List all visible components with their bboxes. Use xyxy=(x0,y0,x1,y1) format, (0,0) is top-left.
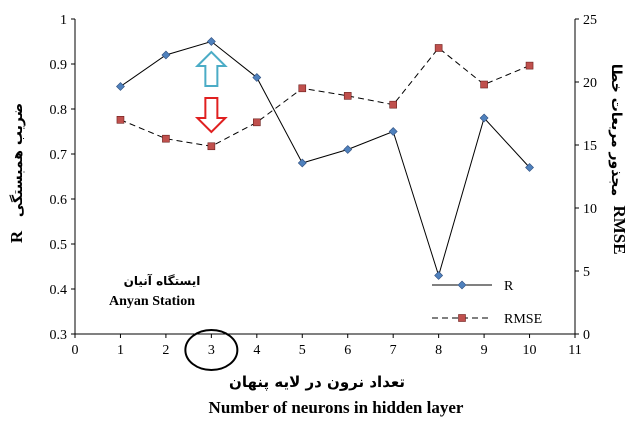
point-rmse xyxy=(434,44,443,52)
point-r xyxy=(388,127,398,136)
x-tick-label: 6 xyxy=(344,343,351,358)
y-right-tick-label: 25 xyxy=(583,13,597,28)
point-r xyxy=(525,163,534,172)
series-line-rmse xyxy=(120,47,530,147)
y-right-tick-label: 20 xyxy=(583,76,597,91)
y-right-tick-label: 0 xyxy=(583,328,590,343)
x-tick-label: 10 xyxy=(523,343,537,358)
point-r xyxy=(434,271,444,280)
y-axis-title-left-symbol: R xyxy=(7,230,26,243)
x-tick-label: 8 xyxy=(435,343,442,358)
station-label-en: Anyan Station xyxy=(109,294,195,309)
x-axis-title-fa: تعداد نرون در لایه پنهان xyxy=(229,373,405,392)
point-r xyxy=(343,145,353,154)
station-label-fa: ایستگاه آنیان xyxy=(124,273,201,288)
point-rmse xyxy=(525,61,534,70)
point-r xyxy=(479,113,489,123)
point-rmse xyxy=(480,80,488,89)
x-tick-label: 9 xyxy=(481,343,488,358)
point-r xyxy=(297,158,307,168)
legend-label-r: R xyxy=(504,279,514,294)
x-tick-label: 2 xyxy=(162,343,169,358)
legend-label-rmse: RMSE xyxy=(504,312,542,327)
y-left-tick-label: 0.3 xyxy=(50,328,68,343)
y-left-tick-label: 0.4 xyxy=(50,283,68,298)
highlight-circle xyxy=(184,329,239,371)
y-left-tick-label: 0.8 xyxy=(50,103,68,118)
point-rmse xyxy=(343,92,352,100)
point-rmse xyxy=(116,116,125,124)
series-line-r xyxy=(120,40,530,278)
x-tick-label: 7 xyxy=(390,343,397,358)
x-axis-title-en: Number of neurons in hidden layer xyxy=(209,398,464,417)
x-tick-label: 1 xyxy=(117,343,124,358)
y-axis-title-right-symbol: RMSE xyxy=(610,205,627,254)
point-rmse xyxy=(253,118,261,127)
point-r xyxy=(206,37,216,46)
y-left-tick-label: 0.9 xyxy=(50,58,68,73)
y-left-tick-label: 1 xyxy=(60,13,67,28)
down-arrow-icon xyxy=(194,97,228,134)
point-r xyxy=(252,73,262,82)
legend-marker-r xyxy=(457,280,467,290)
y-right-tick-label: 5 xyxy=(583,265,590,280)
legend-marker-rmse xyxy=(458,314,466,322)
point-rmse xyxy=(389,100,397,109)
up-arrow-icon xyxy=(194,50,228,87)
point-r xyxy=(161,50,171,60)
x-tick-label: 3 xyxy=(208,343,215,358)
y-left-tick-label: 0.6 xyxy=(50,193,68,208)
y-right-tick-label: 15 xyxy=(583,139,597,154)
point-rmse xyxy=(207,142,216,151)
point-r xyxy=(116,82,125,91)
x-tick-label: 5 xyxy=(299,343,306,358)
y-axis-title-left-fa: ضریب همبستگی xyxy=(9,103,26,217)
x-tick-label: 0 xyxy=(72,343,79,358)
x-tick-label: 11 xyxy=(568,343,581,358)
plot-area: 0 1 2 3 4 5 6 7 8 9 10 110.30.40.50.60.70.80.910510… xyxy=(50,13,597,371)
point-rmse xyxy=(162,134,170,143)
y-left-tick-label: 0.7 xyxy=(50,148,68,163)
y-left-tick-label: 0.5 xyxy=(50,238,68,253)
y-axis-title-right-fa: مجذور مربعات خطا xyxy=(608,64,624,196)
y-right-tick-label: 10 xyxy=(583,202,597,217)
point-rmse xyxy=(298,84,307,93)
x-tick-label: 4 xyxy=(253,343,260,358)
